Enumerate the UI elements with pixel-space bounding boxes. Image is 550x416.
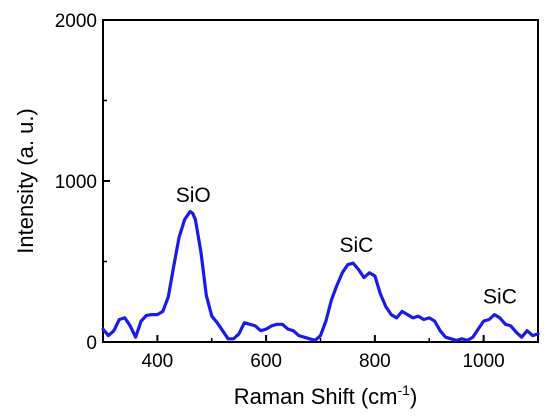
- x-tick-label: 800: [359, 351, 391, 372]
- x-tick-label: 400: [142, 351, 174, 372]
- x-tick-label: 600: [250, 351, 282, 372]
- x-axis-title-end: ): [410, 384, 417, 409]
- peak-label: SiO: [176, 184, 211, 207]
- x-axis-title-main: Raman Shift (cm: [234, 384, 398, 409]
- y-tick-label: 1000: [55, 172, 97, 193]
- y-axis-title: Intensity (a. u.): [13, 108, 38, 254]
- peak-label: SiC: [483, 285, 517, 308]
- annotation-layer: SiO SiC SiC: [176, 184, 517, 308]
- series-layer: [101, 210, 540, 342]
- x-axis-title-superscript: -1: [398, 382, 411, 398]
- spectrum-line: [101, 210, 540, 342]
- x-tick-label: 1000: [462, 351, 504, 372]
- y-tick-label: 2000: [55, 11, 97, 32]
- peak-label: SiC: [339, 234, 373, 257]
- ticks-layer: 400 600 800 1000 0 1000 2000: [55, 11, 539, 372]
- y-tick-label: 0: [86, 333, 97, 354]
- x-axis-title: Raman Shift (cm-1): [234, 382, 418, 409]
